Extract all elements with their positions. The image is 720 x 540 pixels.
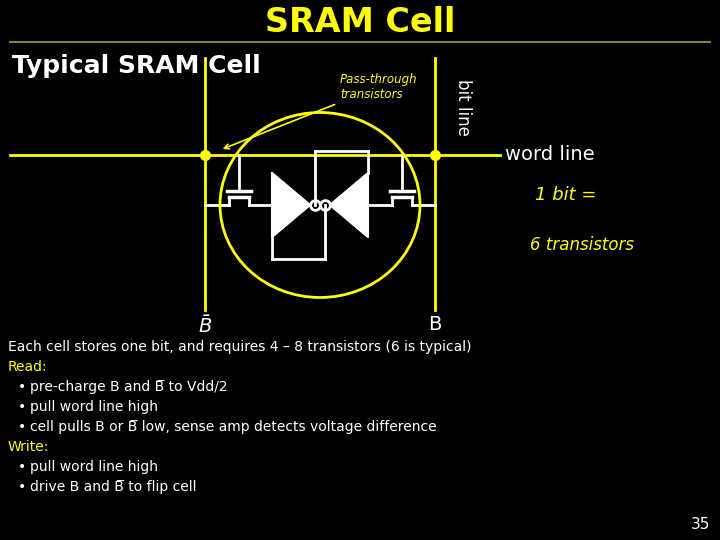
Text: SRAM Cell: SRAM Cell (265, 5, 455, 38)
Text: 6 transistors: 6 transistors (530, 236, 634, 254)
Text: •: • (18, 380, 26, 394)
Polygon shape (272, 173, 310, 237)
Text: 35: 35 (690, 517, 710, 532)
Text: •: • (18, 480, 26, 494)
Text: pre-charge B and B̅ to Vdd/2: pre-charge B and B̅ to Vdd/2 (30, 380, 228, 394)
Text: Pass-through
transistors: Pass-through transistors (225, 73, 418, 148)
Text: •: • (18, 400, 26, 414)
Text: Each cell stores one bit, and requires 4 – 8 transistors (6 is typical): Each cell stores one bit, and requires 4… (8, 340, 472, 354)
Text: drive B and B̅ to flip cell: drive B and B̅ to flip cell (30, 480, 197, 494)
Text: Write:: Write: (8, 440, 50, 454)
Text: 1 bit =: 1 bit = (535, 186, 596, 204)
Text: pull word line high: pull word line high (30, 400, 158, 414)
Polygon shape (330, 173, 368, 237)
Text: pull word line high: pull word line high (30, 460, 158, 474)
Text: word line: word line (505, 145, 595, 165)
Text: Typical SRAM Cell: Typical SRAM Cell (12, 54, 261, 78)
Text: •: • (18, 460, 26, 474)
Text: •: • (18, 420, 26, 434)
Text: cell pulls B or B̅ low, sense amp detects voltage difference: cell pulls B or B̅ low, sense amp detect… (30, 420, 436, 434)
Text: $\bar{B}$: $\bar{B}$ (198, 315, 212, 337)
Text: bit line: bit line (454, 78, 472, 136)
Text: Read:: Read: (8, 360, 48, 374)
Text: B: B (428, 315, 441, 334)
